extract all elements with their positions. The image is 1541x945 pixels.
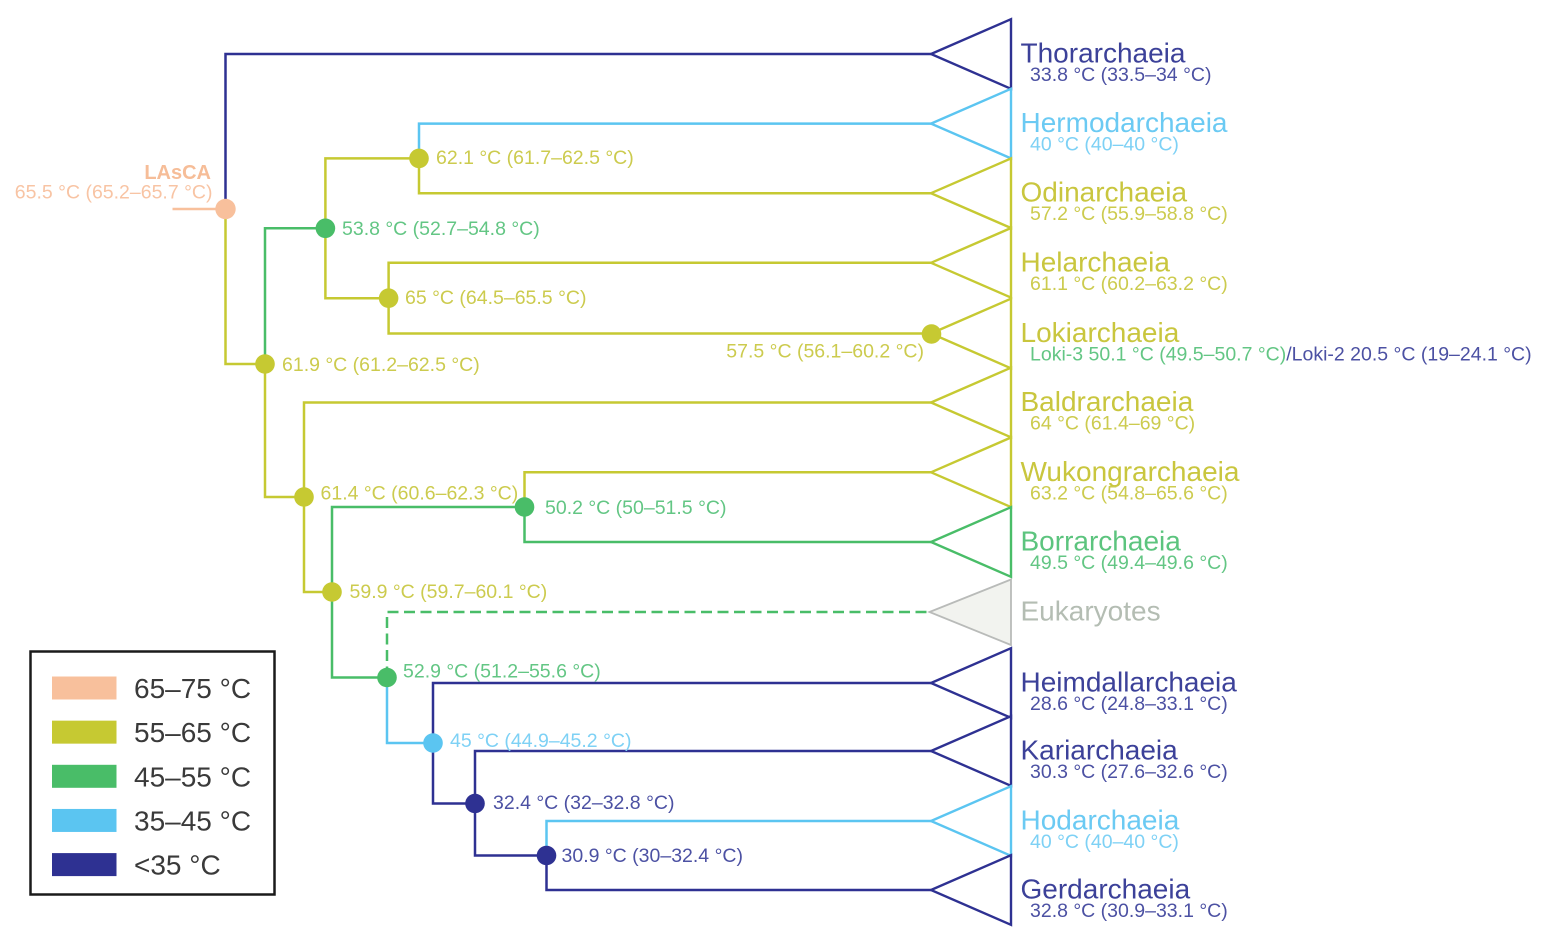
svg-text:LAsCA: LAsCA [144, 162, 211, 184]
svg-text:<35 °C: <35 °C [134, 850, 221, 881]
svg-text:32.4 °C (32–32.8 °C): 32.4 °C (32–32.8 °C) [493, 792, 674, 814]
svg-text:53.8 °C (52.7–54.8 °C): 53.8 °C (52.7–54.8 °C) [342, 218, 540, 240]
svg-text:35–45 °C: 35–45 °C [134, 805, 251, 836]
svg-text:59.9 °C (59.7–60.1 °C): 59.9 °C (59.7–60.1 °C) [350, 581, 548, 603]
svg-text:40 °C (40–40 °C): 40 °C (40–40 °C) [1030, 831, 1179, 853]
svg-text:Heimdallarchaeia: Heimdallarchaeia [1021, 667, 1238, 698]
svg-text:Wukongrarchaeia: Wukongrarchaeia [1021, 456, 1240, 487]
svg-text:Loki-3 50.1 °C (49.5–50.7 °C)/: Loki-3 50.1 °C (49.5–50.7 °C)/Loki-2 20.… [1030, 344, 1532, 366]
svg-text:57.5 °C (56.1–60.2 °C): 57.5 °C (56.1–60.2 °C) [726, 341, 924, 363]
svg-text:65–75 °C: 65–75 °C [134, 673, 251, 704]
svg-text:61.9 °C (61.2–62.5 °C): 61.9 °C (61.2–62.5 °C) [282, 354, 480, 376]
svg-text:Hodarchaeia: Hodarchaeia [1021, 805, 1180, 836]
svg-text:Kariarchaeia: Kariarchaeia [1021, 735, 1179, 766]
svg-text:49.5 °C (49.4–49.6 °C): 49.5 °C (49.4–49.6 °C) [1030, 552, 1228, 574]
svg-text:63.2 °C (54.8–65.6 °C): 63.2 °C (54.8–65.6 °C) [1030, 482, 1228, 504]
svg-text:28.6 °C (24.8–33.1 °C): 28.6 °C (24.8–33.1 °C) [1030, 693, 1228, 715]
svg-text:Gerdarchaeia: Gerdarchaeia [1021, 874, 1191, 905]
svg-text:57.2 °C (55.9–58.8 °C): 57.2 °C (55.9–58.8 °C) [1030, 203, 1228, 225]
svg-text:Baldrarchaeia: Baldrarchaeia [1021, 386, 1194, 417]
svg-text:45 °C (44.9–45.2 °C): 45 °C (44.9–45.2 °C) [450, 730, 631, 752]
svg-text:32.8 °C (30.9–33.1 °C): 32.8 °C (30.9–33.1 °C) [1030, 900, 1228, 922]
svg-text:Hermodarchaeia: Hermodarchaeia [1021, 107, 1228, 138]
svg-text:65 °C (64.5–65.5 °C): 65 °C (64.5–65.5 °C) [405, 287, 586, 309]
svg-text:Eukaryotes: Eukaryotes [1021, 596, 1161, 627]
svg-text:Helarchaeia: Helarchaeia [1021, 246, 1171, 277]
svg-text:45–55 °C: 45–55 °C [134, 761, 251, 792]
svg-text:Thorarchaeia: Thorarchaeia [1021, 38, 1186, 69]
svg-text:55–65 °C: 55–65 °C [134, 717, 251, 748]
svg-text:Odinarchaeia: Odinarchaeia [1021, 177, 1188, 208]
svg-text:65.5 °C (65.2–65.7 °C): 65.5 °C (65.2–65.7 °C) [15, 182, 213, 204]
svg-text:50.2 °C (50–51.5 °C): 50.2 °C (50–51.5 °C) [545, 497, 726, 519]
svg-text:30.3 °C (27.6–32.6 °C): 30.3 °C (27.6–32.6 °C) [1030, 761, 1228, 783]
svg-text:61.4 °C (60.6–62.3 °C): 61.4 °C (60.6–62.3 °C) [321, 483, 519, 505]
svg-text:64 °C (61.4–69 °C): 64 °C (61.4–69 °C) [1030, 413, 1195, 435]
svg-text:52.9 °C (51.2–55.6 °C): 52.9 °C (51.2–55.6 °C) [403, 661, 601, 683]
svg-text:Lokiarchaeia: Lokiarchaeia [1021, 317, 1180, 348]
svg-text:33.8 °C (33.5–34 °C): 33.8 °C (33.5–34 °C) [1030, 64, 1211, 86]
svg-text:Borrarchaeia: Borrarchaeia [1021, 526, 1182, 557]
svg-text:62.1 °C (61.7–62.5 °C): 62.1 °C (61.7–62.5 °C) [436, 147, 634, 169]
svg-text:30.9 °C (30–32.4 °C): 30.9 °C (30–32.4 °C) [562, 845, 743, 867]
svg-text:40 °C (40–40 °C): 40 °C (40–40 °C) [1030, 134, 1179, 156]
svg-text:61.1 °C (60.2–63.2 °C): 61.1 °C (60.2–63.2 °C) [1030, 273, 1228, 295]
